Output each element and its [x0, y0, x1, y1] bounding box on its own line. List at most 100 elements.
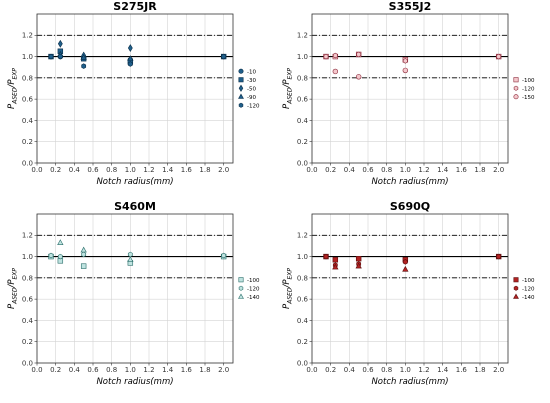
data-point-series-minus140: [355, 262, 362, 269]
legend-label: -100: [247, 278, 260, 284]
x-tick-label: 1.4: [437, 366, 449, 374]
x-tick-label: 1.0: [400, 166, 411, 174]
data-point-series-minus120: [221, 53, 227, 60]
legend-marker: [238, 68, 244, 74]
y-axis-label: PASED/PEXP: [282, 68, 294, 109]
legend-label: -100: [522, 78, 535, 84]
y-tick-label: 0.6: [22, 96, 34, 104]
x-tick-label: 1.2: [418, 366, 429, 374]
x-tick-label: 1.6: [181, 366, 193, 374]
y-axis-label: PASED/PEXP: [7, 268, 19, 309]
x-tick-label: 0.6: [87, 166, 99, 174]
x-tick-label: 0.2: [50, 166, 61, 174]
legend-label: -140: [522, 295, 535, 301]
legend-label: -30: [247, 78, 256, 84]
x-tick-label: 2.0: [218, 166, 229, 174]
y-tick-label: 1.0: [297, 253, 308, 261]
x-tick-label: 1.6: [456, 166, 468, 174]
x-tick-label: 1.4: [162, 166, 174, 174]
data-point-series-minus120: [48, 252, 54, 259]
legend-marker: [513, 77, 519, 83]
y-axis-label-part: EXP: [287, 268, 294, 280]
legend-marker: [513, 94, 519, 100]
x-tick-label: 0.0: [306, 166, 317, 174]
legend-label: -140: [247, 295, 260, 301]
x-tick-label: 0.8: [106, 166, 117, 174]
x-tick-label: 2.0: [493, 366, 504, 374]
data-point-series-minus120: [48, 53, 54, 60]
data-point-series-minus120: [127, 61, 133, 67]
legend-marker: [238, 277, 244, 283]
chart-title: S355J2: [389, 0, 432, 13]
legend: -100 -120 -140: [513, 277, 535, 301]
y-tick-label: 0.6: [22, 296, 34, 304]
legend-marker: [513, 285, 519, 291]
y-tick-label: 0.8: [22, 274, 33, 282]
data-point-series-minus140: [402, 265, 409, 272]
legend-marker: [513, 277, 519, 283]
data-point-series-minus120: [402, 58, 408, 64]
legend-label: -120: [247, 103, 260, 109]
x-tick-label: 0.0: [306, 366, 317, 374]
x-tick-label: 0.4: [69, 366, 81, 374]
x-tick-label: 1.6: [456, 366, 468, 374]
y-tick-label: 0.0: [22, 359, 33, 367]
legend-marker: [513, 293, 519, 299]
data-point-series-minus120: [356, 51, 362, 58]
y-axis-label-part: EXP: [12, 68, 19, 80]
data-point-series-minus90: [80, 54, 87, 60]
x-tick-label: 0.4: [69, 166, 81, 174]
data-point-series-minus100: [355, 255, 362, 262]
chart-panel-s690q: S690Q 0.0 0.2 0.4 0.6 0.8 1.0 1.2 1.4 1.6 1.8 2.0 0.…: [282, 200, 535, 387]
chart-title: S690Q: [390, 200, 430, 213]
y-tick-label: 0.4: [297, 117, 309, 125]
data-point-series-minus90: [127, 55, 134, 61]
legend-marker: [238, 77, 244, 83]
data-point-series-minus140: [332, 263, 339, 270]
legend-marker: [238, 285, 244, 291]
x-tick-label: 0.2: [325, 366, 336, 374]
x-tick-label: 2.0: [218, 366, 229, 374]
legend-marker: [238, 84, 244, 92]
plot-frame: [311, 213, 509, 364]
y-axis-label-part: ASED: [12, 87, 19, 105]
plot-frame: [36, 13, 234, 164]
legend: -100 -120 -140: [238, 277, 260, 301]
data-point-series-minus120: [323, 253, 329, 260]
x-axis-label: Notch radius(mm): [96, 377, 173, 387]
y-tick-label: 0.2: [22, 338, 33, 346]
x-tick-label: 0.8: [381, 166, 392, 174]
x-tick-label: 0.6: [87, 366, 99, 374]
legend: -10 -30 -50 -90 -120: [238, 68, 260, 109]
x-tick-label: 1.2: [143, 366, 154, 374]
x-tick-label: 1.8: [474, 166, 485, 174]
y-axis-label-part: ASED: [287, 287, 294, 305]
y-axis-label-part: /P: [7, 279, 17, 289]
legend-label: -10: [247, 69, 256, 75]
legend-marker: [238, 293, 244, 299]
data-point-series-minus140: [127, 256, 134, 262]
x-tick-label: 0.8: [106, 366, 117, 374]
x-tick-label: 1.8: [199, 166, 210, 174]
y-axis-label: PASED/PEXP: [7, 68, 19, 109]
x-tick-label: 1.2: [418, 166, 429, 174]
x-tick-label: 0.0: [31, 366, 42, 374]
y-tick-label: 0.2: [22, 138, 33, 146]
x-tick-label: 2.0: [493, 166, 504, 174]
x-axis-label: Notch radius(mm): [371, 377, 448, 387]
x-tick-label: 0.2: [50, 366, 61, 374]
y-tick-label: 0.0: [297, 159, 308, 167]
x-tick-label: 1.0: [125, 166, 136, 174]
y-axis-label-part: /P: [282, 79, 292, 89]
y-tick-label: 0.8: [297, 274, 308, 282]
plot-frame: [36, 213, 234, 364]
x-tick-label: 0.4: [344, 166, 356, 174]
legend-marker: [513, 85, 519, 91]
legend-label: -100: [522, 278, 535, 284]
x-tick-label: 0.8: [381, 366, 392, 374]
x-tick-label: 0.4: [344, 366, 356, 374]
data-point-series-minus120: [402, 259, 408, 265]
legend-label: -120: [522, 86, 535, 92]
data-point-series-minus120: [496, 53, 502, 60]
